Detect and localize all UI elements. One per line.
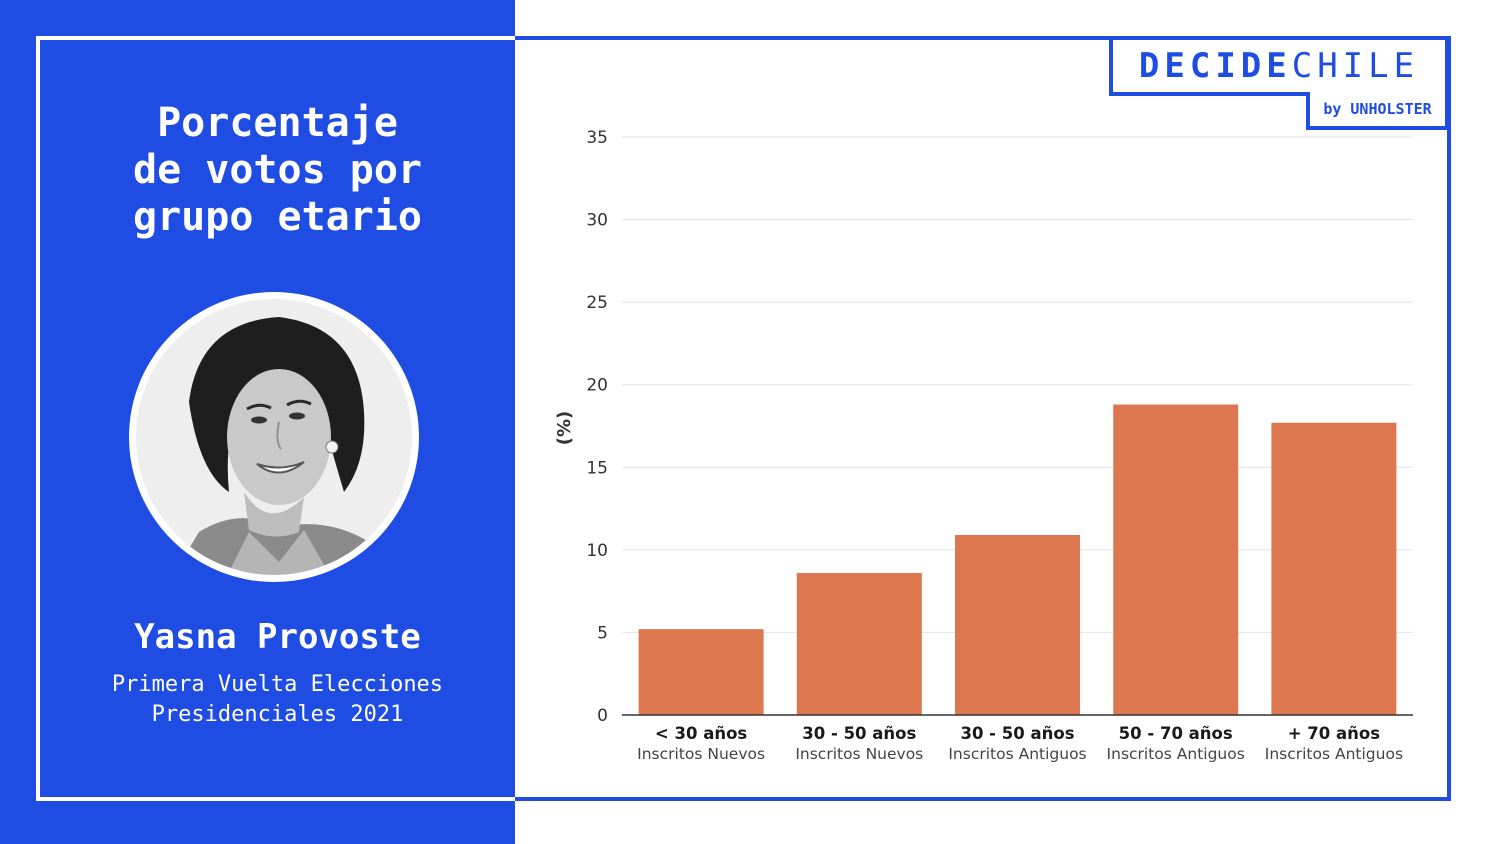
y-tick-label: 35 — [586, 128, 608, 148]
brand-logo: DECIDE CHILE — [1109, 36, 1449, 96]
y-tick-label: 10 — [586, 541, 608, 561]
logo-part-decide: DECIDE — [1138, 46, 1292, 86]
y-tick-label: 0 — [597, 706, 608, 726]
y-axis-label: (%) — [554, 411, 575, 446]
x-tick-label: 30 - 50 años — [960, 724, 1074, 743]
x-tick-label: < 30 años — [655, 724, 747, 743]
y-tick-label: 30 — [586, 211, 608, 231]
y-tick-label: 20 — [586, 376, 608, 396]
x-tick-sublabel: Inscritos Nuevos — [637, 745, 765, 763]
bar — [1271, 422, 1397, 715]
x-tick-sublabel: Inscritos Nuevos — [795, 745, 923, 763]
bar — [1113, 404, 1239, 715]
x-tick-sublabel: Inscritos Antiguos — [1265, 745, 1403, 763]
bar — [955, 534, 1080, 715]
bar-chart: 0 5 10 15 20 25 30 35 (%) < 30 años Inscritos Nuev… — [554, 128, 1413, 763]
y-tick-label: 5 — [597, 623, 608, 643]
y-tick-label: 25 — [586, 293, 608, 313]
candidate-portrait — [129, 292, 419, 582]
logo-part-chile: CHILE — [1291, 46, 1420, 86]
bar — [796, 572, 922, 715]
x-tick-label: + 70 años — [1288, 724, 1380, 743]
y-tick-label: 15 — [586, 458, 608, 478]
bar — [638, 629, 764, 715]
candidate-subtitle: Primera Vuelta Elecciones Presidenciales… — [111, 672, 444, 727]
x-tick-label: 50 - 70 años — [1119, 724, 1233, 743]
portrait-image — [130, 293, 418, 581]
frame-left — [36, 36, 515, 801]
x-tick-sublabel: Inscritos Antiguos — [948, 745, 1086, 763]
candidate-name: Yasna Provoste — [134, 617, 421, 657]
x-tick-label: 30 - 50 años — [802, 724, 916, 743]
x-tick-sublabel: Inscritos Antiguos — [1107, 745, 1245, 763]
logo-byline: by UNHOLSTER — [1306, 92, 1449, 130]
page-title: Porcentaje de votos por grupo etario — [133, 100, 422, 240]
frame-right — [515, 36, 1451, 801]
